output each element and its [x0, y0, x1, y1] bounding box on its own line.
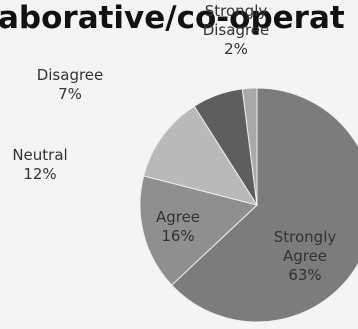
pie-slice — [171, 87, 358, 323]
pie-slice — [139, 175, 259, 286]
slice-label: Agree — [155, 208, 201, 226]
slice-value: 12% — [23, 165, 57, 183]
slice-label: Disagree — [36, 66, 104, 84]
slice-label: Strongly Agree — [273, 228, 337, 265]
slice-value: 16% — [161, 227, 195, 245]
slice-label: Strongly Disagree — [202, 2, 270, 39]
pie-slice — [143, 105, 259, 206]
pie-slice — [241, 87, 258, 206]
slice-value: 2% — [224, 40, 248, 58]
slice-label: Neutral — [12, 146, 68, 164]
chart-title: aborative/co-operat — [0, 0, 345, 36]
slice-value: 63% — [288, 266, 322, 284]
slice-value: 7% — [58, 85, 82, 103]
